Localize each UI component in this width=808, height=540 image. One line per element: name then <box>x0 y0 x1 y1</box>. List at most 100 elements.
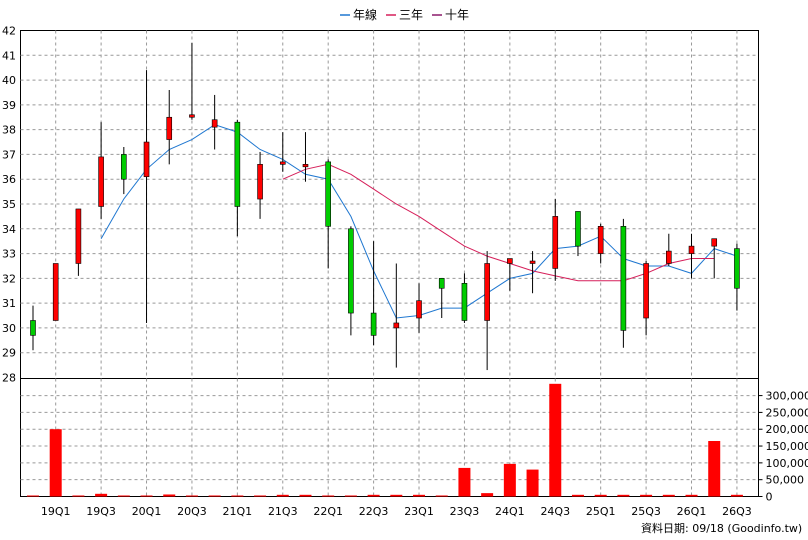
volume-tick-label: 300,000 <box>766 390 808 403</box>
volume-tick-label: 100,000 <box>766 457 808 470</box>
legend-label-three-year: 三年 <box>399 8 423 22</box>
volume-bar <box>276 494 289 497</box>
volume-bar <box>481 493 494 497</box>
candle-body <box>438 278 445 289</box>
candle-body <box>325 161 331 227</box>
x-tick-label: 23Q3 <box>450 505 480 518</box>
candle-body <box>234 121 241 207</box>
candlesticks <box>30 42 740 371</box>
candle-body <box>529 260 536 264</box>
volume-bar <box>503 463 516 497</box>
legend-label-annual: 年線 <box>353 7 377 22</box>
x-tick-label: 19Q3 <box>86 505 116 518</box>
data-source-note: 資料日期: 09/18 (Goodinfo.tw) <box>641 521 802 535</box>
legend-label-ten-year: 十年 <box>445 8 469 22</box>
price-tick-label: 32 <box>2 272 16 285</box>
volume-bar <box>549 383 562 497</box>
volume-bar <box>413 494 426 497</box>
candle-body <box>52 263 59 321</box>
volume-bar <box>594 494 607 497</box>
volume-bar <box>322 495 335 497</box>
price-tick-label: 39 <box>2 99 16 112</box>
candle-body <box>98 156 104 207</box>
volume-bar <box>299 494 312 497</box>
volume-panel: 0 50,000 100,000 150,000 200,000 250,000 300,0… <box>20 378 808 504</box>
candle-body <box>121 154 127 180</box>
x-tick-label: 22Q3 <box>359 505 389 518</box>
volume-bar <box>730 494 743 497</box>
candle-body <box>620 226 627 331</box>
x-tick-label: 23Q1 <box>404 505 434 518</box>
candle-body <box>211 119 218 128</box>
price-tick-label: 30 <box>2 322 16 335</box>
volume-tick-label: 200,000 <box>766 423 808 436</box>
x-tick-label: 22Q1 <box>313 505 343 518</box>
candle-body <box>166 116 173 140</box>
volume-bar <box>435 495 448 497</box>
candle-body <box>597 226 604 254</box>
candle-body <box>348 228 354 314</box>
volume-bar <box>685 494 698 497</box>
price-tick-label: 42 <box>2 25 16 38</box>
candle-body <box>666 250 672 264</box>
volume-bar <box>208 495 221 497</box>
volume-axis: 0 50,000 100,000 150,000 200,000 250,000 300,0… <box>758 390 808 504</box>
volume-plot-area <box>20 378 759 497</box>
candle-body <box>302 164 309 168</box>
x-tick-label: 19Q1 <box>41 505 71 518</box>
candle-body <box>189 114 195 118</box>
candle-body <box>552 216 559 269</box>
volume-bar <box>254 495 267 497</box>
candle-body <box>507 258 513 264</box>
price-tick-label: 28 <box>2 372 16 385</box>
legend: 年線 三年 十年 <box>340 7 469 22</box>
volume-tick-label: 50,000 <box>766 474 805 487</box>
price-panel: 28 29 30 31 32 33 34 35 36 37 38 39 40 41 42 <box>2 25 759 385</box>
volume-bar <box>708 441 721 497</box>
candle-body <box>30 320 36 336</box>
x-tick-label: 20Q3 <box>177 505 207 518</box>
volume-bar <box>662 494 675 497</box>
volume-bar <box>231 495 244 497</box>
volume-tick-label: 0 <box>766 491 773 504</box>
x-axis: 19Q1 19Q3 20Q1 20Q3 21Q1 21Q3 22Q1 22Q3 23Q1 23Q3… <box>41 505 752 518</box>
price-axis: 28 29 30 31 32 33 34 35 36 37 38 39 40 41 42 <box>2 25 16 385</box>
candle-body <box>734 248 740 289</box>
volume-bar <box>163 494 176 497</box>
volume-bar <box>344 495 357 497</box>
price-tick-label: 36 <box>2 173 16 186</box>
volume-bar <box>140 495 153 497</box>
volume-tick-label: 250,000 <box>766 406 808 419</box>
price-tick-label: 35 <box>2 198 16 211</box>
candle-body <box>688 245 695 254</box>
volume-bar <box>72 495 85 497</box>
price-tick-label: 33 <box>2 248 16 261</box>
price-tick-label: 37 <box>2 148 16 161</box>
moving-average-line <box>282 163 715 282</box>
x-tick-label: 20Q1 <box>132 505 162 518</box>
price-tick-label: 29 <box>2 347 16 360</box>
volume-bar <box>95 493 108 497</box>
candle-body <box>461 283 468 321</box>
x-tick-label: 25Q3 <box>631 505 661 518</box>
candle-body <box>279 161 286 165</box>
x-tick-label: 25Q1 <box>586 505 616 518</box>
price-tick-label: 34 <box>2 223 16 236</box>
price-tick-label: 40 <box>2 74 16 87</box>
candle-body <box>484 263 490 321</box>
candle-body <box>75 208 82 264</box>
volume-bar <box>26 495 39 497</box>
volume-bar <box>617 494 630 497</box>
volume-bar <box>117 495 130 497</box>
volume-bars <box>26 383 743 497</box>
x-tick-label: 26Q3 <box>722 505 752 518</box>
volume-bar <box>526 469 539 497</box>
candle-body <box>257 164 263 200</box>
candle-body <box>393 322 400 329</box>
volume-bar <box>49 429 62 497</box>
volume-bar <box>185 495 198 497</box>
volume-bar <box>640 494 653 497</box>
x-tick-label: 21Q1 <box>223 505 253 518</box>
volume-bar <box>367 494 380 497</box>
